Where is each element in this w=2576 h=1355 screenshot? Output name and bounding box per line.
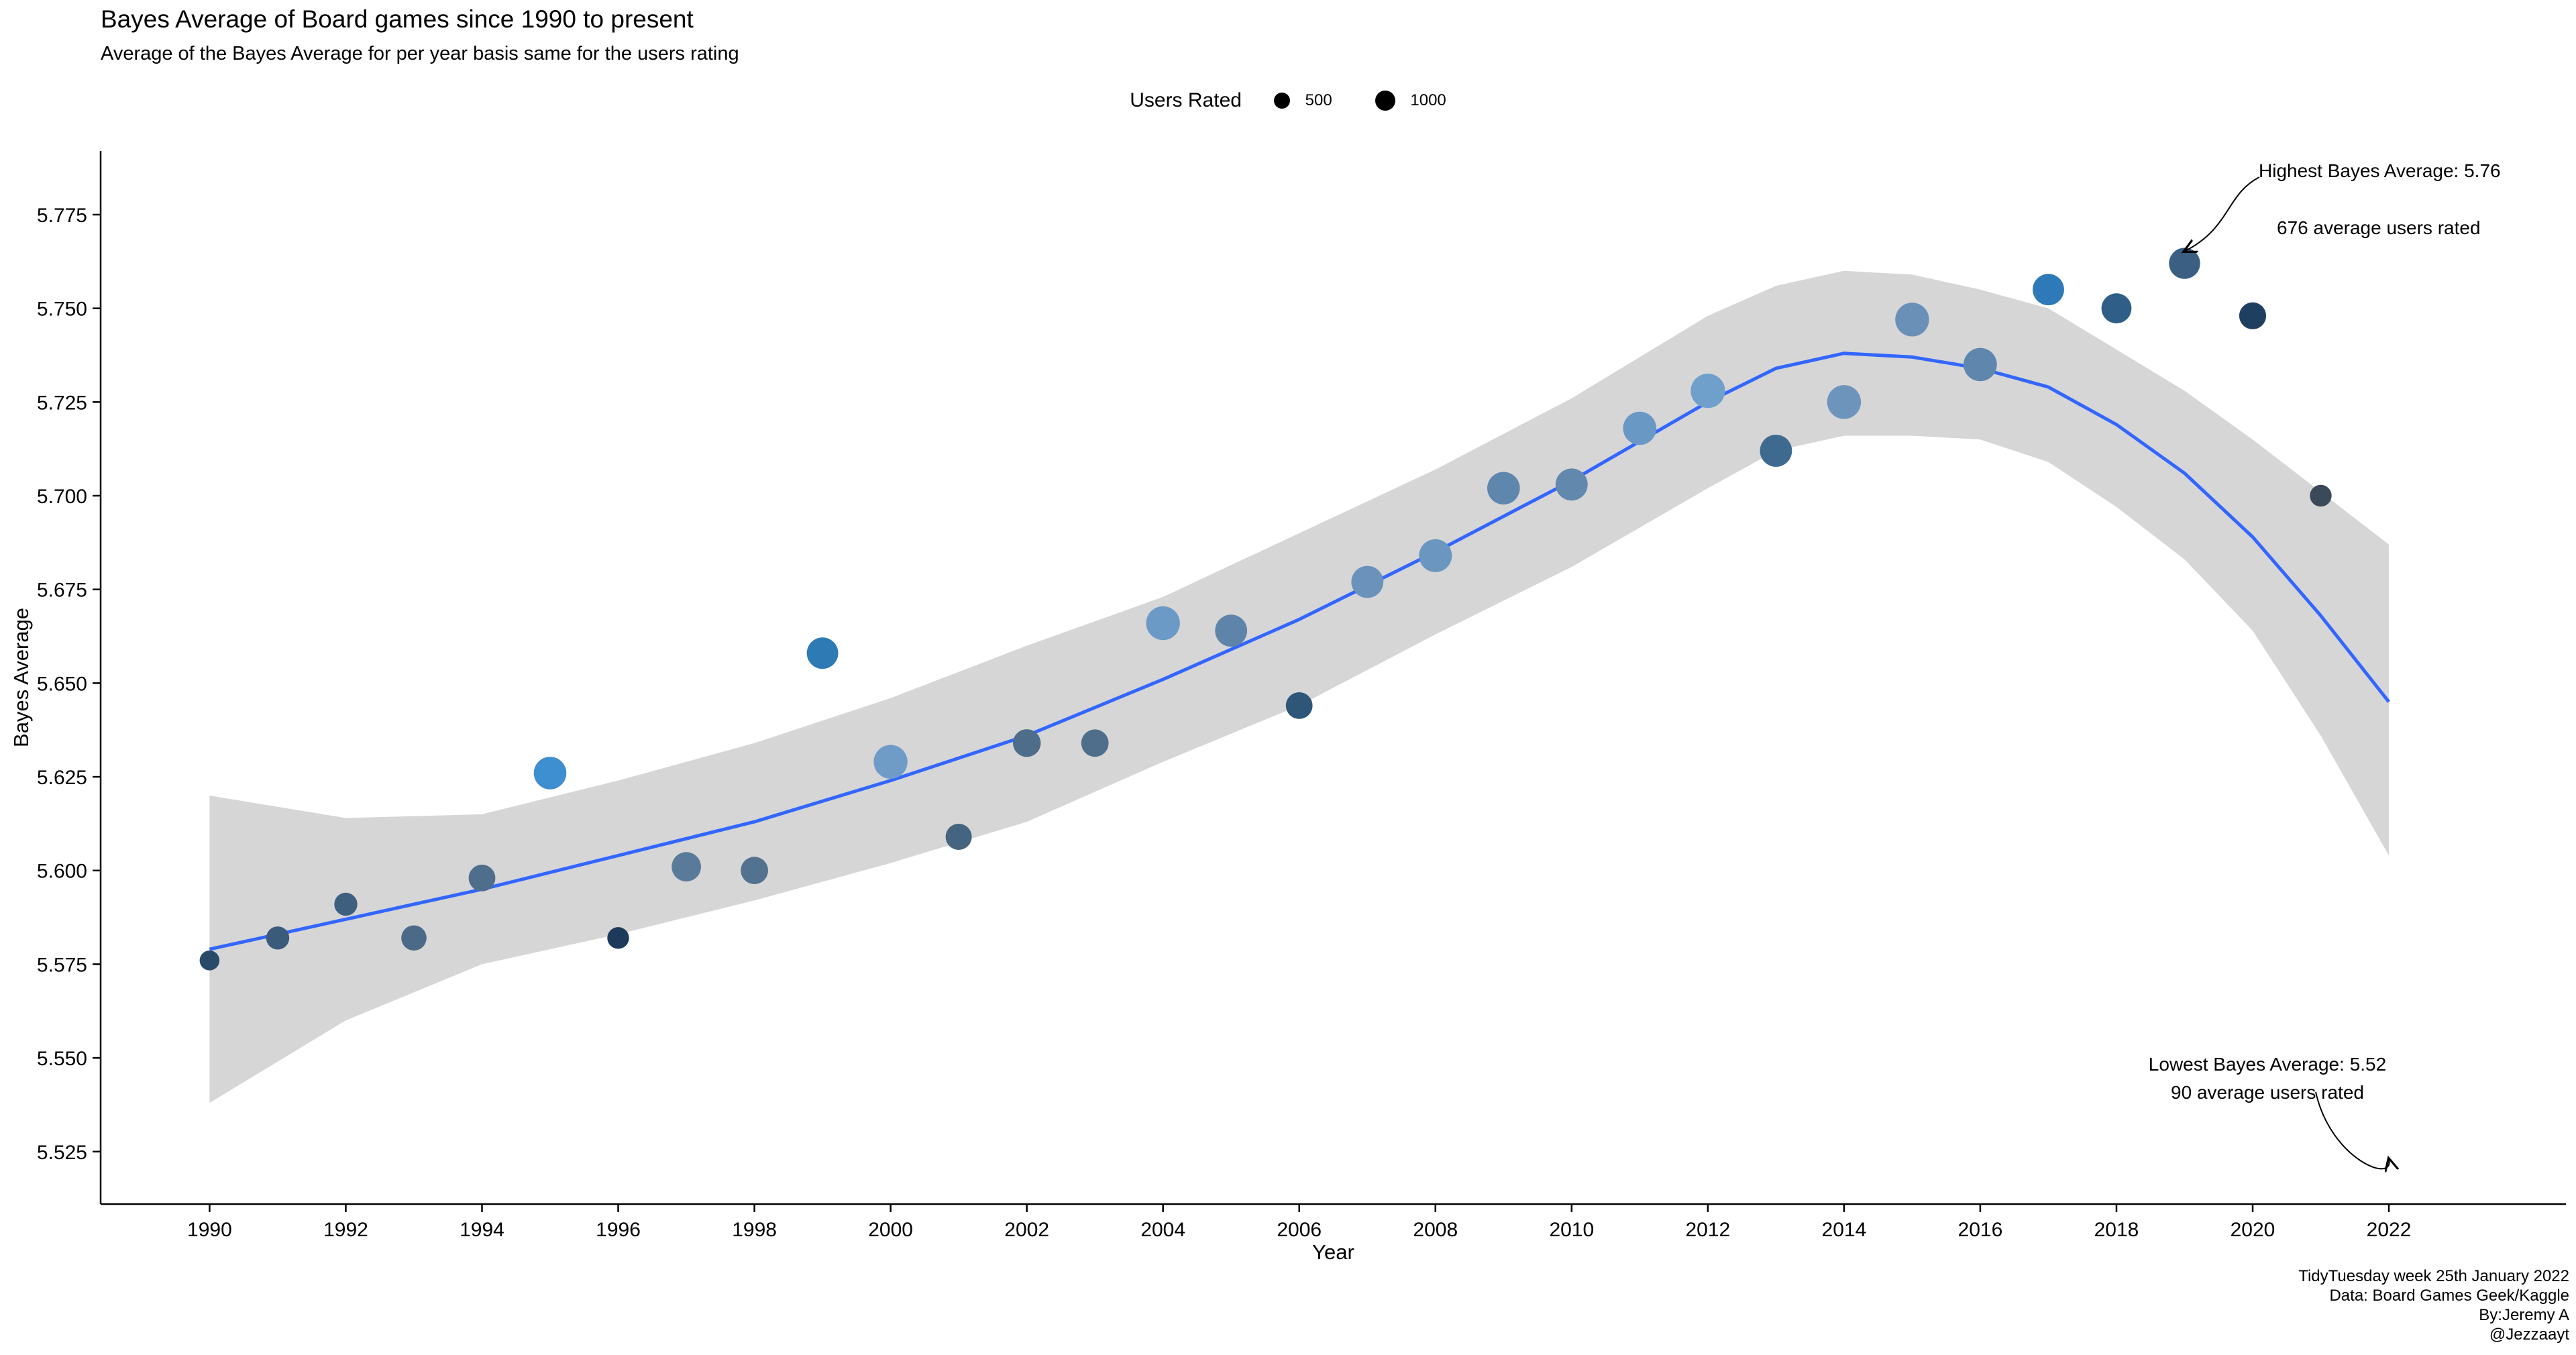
data-point <box>2310 484 2332 507</box>
data-point <box>266 926 290 950</box>
y-tick-label: 5.750 <box>37 299 87 321</box>
chart-title: Bayes Average of Board games since 1990 … <box>101 5 694 33</box>
caption-line: @Jezzaayt <box>2489 1325 2569 1344</box>
x-tick-label: 2002 <box>1004 1219 1049 1241</box>
annotation-arrow <box>2315 1091 2390 1169</box>
data-point <box>1690 374 1725 409</box>
data-point <box>741 857 768 885</box>
y-tick-label: 5.600 <box>37 861 87 883</box>
annotation-arrow <box>2185 176 2260 252</box>
data-point <box>607 927 629 949</box>
data-point <box>672 852 701 882</box>
data-point <box>1081 729 1109 757</box>
data-point <box>2033 274 2064 306</box>
y-tick-label: 5.725 <box>37 392 87 414</box>
size-legend: Users Rated 500 1000 <box>0 89 2576 112</box>
legend-key-large <box>1375 91 1396 111</box>
y-tick-label: 5.525 <box>37 1142 87 1164</box>
data-point <box>468 865 496 891</box>
x-axis-title: Year <box>1312 1240 1354 1264</box>
confidence-band <box>209 270 2390 1103</box>
annotation-label: 90 average users rated <box>2171 1082 2364 1103</box>
legend-key-small <box>1274 93 1291 109</box>
x-tick-label: 2004 <box>1140 1219 1185 1241</box>
data-point <box>199 951 220 971</box>
data-point <box>2169 248 2200 279</box>
data-point <box>1555 468 1588 501</box>
data-point <box>1895 303 1929 337</box>
y-tick-label: 5.675 <box>37 580 87 602</box>
data-point <box>2101 293 2132 324</box>
x-tick-label: 2012 <box>1685 1219 1730 1241</box>
y-tick-label: 5.625 <box>37 767 87 789</box>
y-axis-title: Bayes Average <box>9 608 33 747</box>
data-point <box>1146 606 1180 641</box>
x-tick-label: 2008 <box>1413 1219 1458 1241</box>
data-point <box>1285 692 1313 719</box>
data-point <box>873 745 908 779</box>
legend-title: Users Rated <box>1130 89 1242 112</box>
chart-subtitle: Average of the Bayes Average for per yea… <box>101 43 739 64</box>
annotation-label: Highest Bayes Average: 5.76 <box>2259 160 2501 181</box>
x-tick-label: 2016 <box>1958 1219 2003 1241</box>
data-point <box>401 925 427 951</box>
x-tick-label: 1998 <box>732 1219 777 1241</box>
data-point <box>1827 385 1862 419</box>
data-point <box>1215 614 1248 647</box>
annotation-label: Lowest Bayes Average: 5.52 <box>2149 1054 2386 1075</box>
legend-label-500: 500 <box>1305 91 1332 110</box>
x-tick-label: 2010 <box>1549 1219 1594 1241</box>
y-tick-label: 5.550 <box>37 1048 87 1070</box>
y-tick-label: 5.700 <box>37 486 87 508</box>
data-point <box>806 637 839 669</box>
data-point <box>2239 302 2267 329</box>
x-tick-label: 1996 <box>596 1219 641 1241</box>
x-tick-label: 2000 <box>868 1219 913 1241</box>
y-tick-label: 5.775 <box>37 205 87 227</box>
x-tick-label: 1994 <box>460 1219 504 1241</box>
caption-line: TidyTuesday week 25th January 2022 <box>2298 1267 2569 1285</box>
data-point <box>1760 435 1792 467</box>
chart-caption: TidyTuesday week 25th January 2022 Data:… <box>2298 1266 2569 1344</box>
data-point <box>1013 729 1041 757</box>
x-tick-label: 2020 <box>2231 1219 2275 1241</box>
x-tick-label: 2006 <box>1277 1219 1322 1241</box>
x-tick-label: 1992 <box>323 1219 368 1241</box>
x-tick-label: 2018 <box>2094 1219 2139 1241</box>
y-tick-label: 5.650 <box>37 673 87 695</box>
annotation-label: 676 average users rated <box>2277 217 2481 238</box>
y-tick-label: 5.575 <box>37 954 87 976</box>
x-tick-label: 2022 <box>2367 1219 2412 1241</box>
caption-line: Data: Board Games Geek/Kaggle <box>2329 1287 2569 1305</box>
data-point <box>1964 347 1997 382</box>
data-point <box>945 824 972 850</box>
data-point <box>1487 472 1520 505</box>
data-point <box>334 892 358 916</box>
legend-label-1000: 1000 <box>1410 91 1446 110</box>
data-point <box>1351 565 1384 598</box>
x-tick-label: 1990 <box>187 1219 232 1241</box>
x-tick-label: 2014 <box>1822 1219 1867 1241</box>
data-point <box>1623 411 1657 445</box>
data-point <box>533 757 567 790</box>
caption-line: By:Jeremy A <box>2479 1306 2569 1324</box>
data-point <box>1419 539 1452 572</box>
